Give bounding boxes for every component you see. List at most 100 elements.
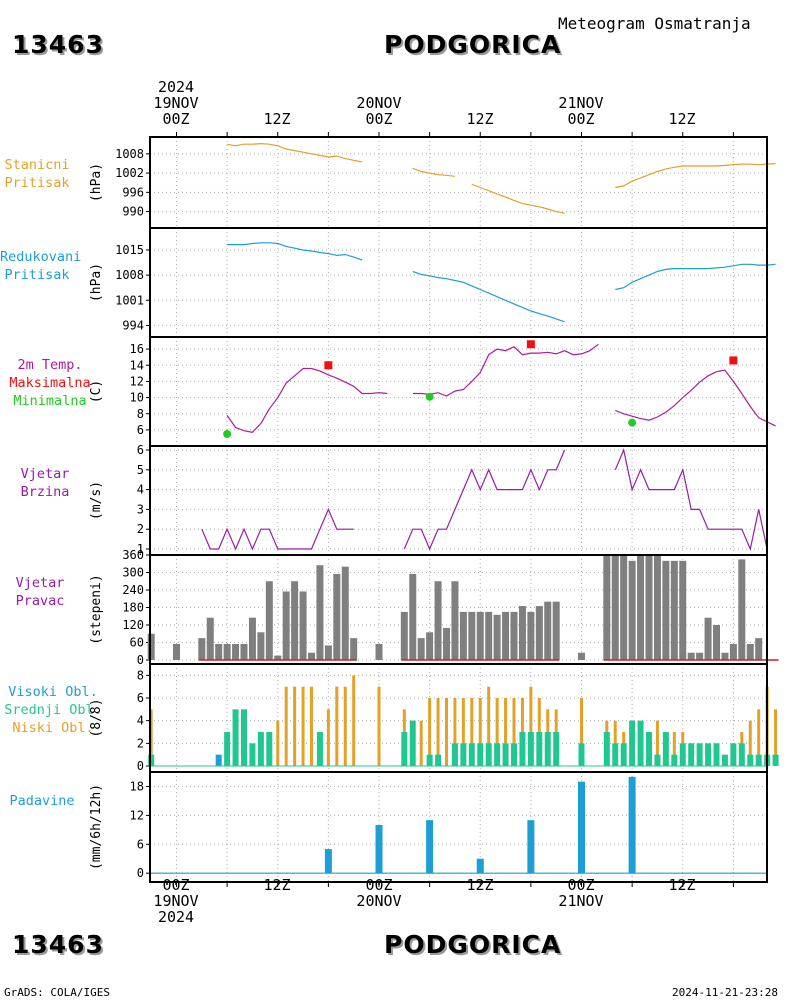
y-tick-label: 4: [137, 483, 144, 497]
tmax-marker: [729, 356, 738, 365]
panel-title-line: Padavine: [9, 793, 75, 809]
wind-direction-bar: [535, 606, 543, 660]
day-label: 21NOV: [558, 892, 604, 910]
wind-direction-bar: [417, 638, 425, 660]
mid-cloud-bar: [772, 754, 779, 766]
chart-subtitle: Meteogram Osmatranja: [558, 14, 751, 33]
hour-label: 00Z: [162, 110, 190, 128]
low-cloud-bar: [655, 720, 659, 766]
y-tick-label: 994: [122, 318, 144, 332]
low-cloud-bar: [436, 698, 440, 766]
low-cloud-bar: [672, 732, 676, 766]
wind-direction-bar: [518, 606, 526, 660]
wind-direction-bar: [662, 560, 670, 660]
panel-title-wind-speed: Vjetar Brzina: [0, 465, 90, 501]
mid-cloud-bar: [401, 732, 408, 766]
wind-direction-bar: [443, 627, 450, 660]
panel-title-wind-direction: Vjetar Pravac: [0, 574, 80, 610]
mid-cloud-bar: [705, 743, 712, 766]
y-tick-label: 16: [130, 342, 144, 356]
panel-title-line: Niski Obl.: [12, 720, 94, 736]
temperature-line: [226, 343, 776, 433]
date-label-19nov-top: 2024 19NOV 00Z: [136, 79, 216, 127]
low-cloud-bar: [495, 698, 499, 766]
y-tick-label: 996: [122, 185, 144, 199]
precipitation-bar: [628, 776, 636, 874]
mid-cloud-bar: [747, 754, 754, 766]
y-tick-label: 300: [122, 566, 144, 580]
hour-label: 00Z: [365, 110, 393, 128]
wind-direction-bar: [434, 581, 442, 660]
mid-cloud-bar: [612, 743, 619, 766]
date-label-21nov-top: 21NOV 00Z: [541, 95, 621, 127]
wind-direction-bar: [679, 560, 687, 660]
low-cloud-bar: [487, 686, 491, 766]
mid-cloud-bar: [544, 732, 551, 766]
date-label-21nov-bottom: 21NOV: [541, 893, 621, 909]
mid-cloud-bar: [713, 743, 720, 766]
low-cloud-bar: [461, 698, 465, 766]
y-tick-label: 10: [130, 391, 144, 405]
hour-label-bottom-1: 00Z: [162, 876, 190, 894]
date-label-20nov-top: 20NOV 00Z: [339, 95, 419, 127]
mid-cloud-bar: [148, 754, 155, 766]
panel-title-line: Vjetar: [20, 466, 70, 482]
y-tick-label: 1001: [115, 293, 144, 307]
mid-cloud-bar: [730, 743, 737, 766]
panel-title-line: Minimalna: [13, 393, 87, 409]
y-axis-unit-label: (8/8): [89, 698, 104, 737]
wind-direction-bar: [333, 573, 341, 660]
precipitation-bar: [527, 820, 535, 874]
panel-title-line: Stanicni: [4, 157, 70, 173]
low-cloud-bar: [748, 720, 752, 766]
mid-cloud-bar: [629, 720, 636, 766]
mid-cloud-bar: [536, 732, 543, 766]
low-cloud-bar: [478, 698, 482, 766]
panel-title-line: Pritisak: [4, 175, 70, 191]
wind-direction-bar: [527, 611, 535, 660]
mid-cloud-bar: [224, 732, 231, 766]
y-tick-label: 8: [137, 407, 144, 421]
mid-cloud-bar: [603, 732, 610, 766]
y-axis-unit-label: (hPa): [89, 163, 104, 202]
station-pressure-line: [226, 142, 776, 214]
panel-title-line: Vjetar: [15, 575, 65, 591]
day-label: 20NOV: [356, 94, 402, 112]
mid-cloud-bar: [620, 743, 627, 766]
low-cloud-bar: [310, 686, 313, 766]
wind-direction-bar: [291, 581, 299, 660]
mid-cloud-bar: [460, 743, 467, 766]
wind-direction-bar: [308, 652, 315, 660]
reduced-pressure-line: [227, 242, 776, 323]
y-tick-label: 18: [130, 779, 144, 793]
mid-cloud-bar: [241, 709, 247, 766]
low-cloud-bar: [352, 675, 356, 766]
panel-title-station-pressure: Stanicni Pritisak: [0, 156, 74, 192]
precipitation-bar: [426, 820, 434, 874]
station-id: 13463: [12, 30, 104, 59]
wind-direction-bar: [265, 581, 273, 660]
panel-title-line: Visoki Obl.: [8, 684, 98, 700]
day-label: 21NOV: [558, 94, 604, 112]
mid-cloud-bar: [527, 732, 534, 766]
wind-direction-bar: [409, 573, 417, 660]
mid-cloud-bar: [257, 732, 264, 766]
wind-direction-bar: [502, 611, 510, 660]
mid-cloud-bar: [477, 743, 484, 766]
midday-label-top-1: 12Z: [263, 110, 291, 128]
low-cloud-bar: [326, 709, 330, 766]
panel-frame: [149, 136, 768, 229]
tmin-marker: [223, 429, 232, 438]
station-name: PODGORICA: [384, 30, 562, 59]
wind-direction-bar: [257, 632, 265, 660]
tmax-marker: [324, 361, 333, 370]
mid-cloud-bar: [662, 732, 669, 766]
wind-direction-bar: [485, 611, 493, 660]
midday-label-bottom-1: 12Z: [263, 876, 291, 894]
y-tick-label: 120: [122, 618, 144, 632]
panel-title-clouds: Visoki Obl. Srednji Obl. Niski Obl.: [0, 683, 106, 737]
mid-cloud-bar: [688, 743, 695, 766]
wind-direction-bar: [147, 633, 155, 660]
mid-cloud-bar: [502, 743, 509, 766]
mid-cloud-bar: [637, 720, 644, 766]
